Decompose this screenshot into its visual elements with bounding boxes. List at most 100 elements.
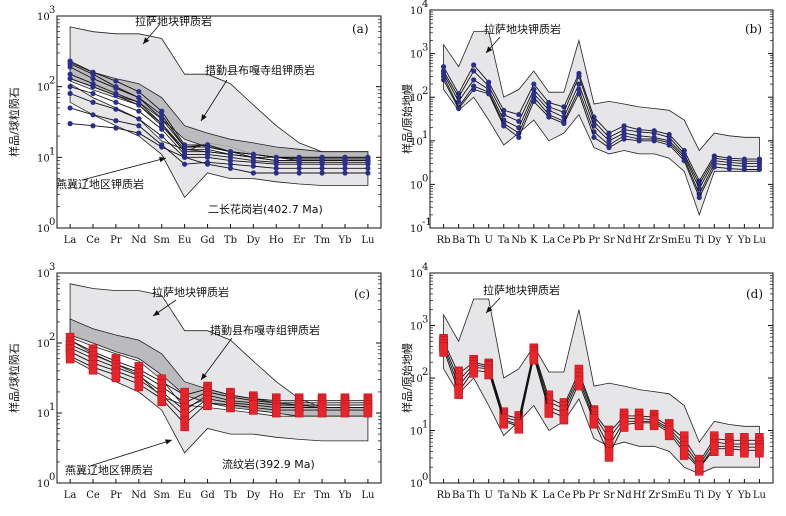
- x-tick-label: Nd: [131, 490, 147, 501]
- data-point: [136, 95, 142, 101]
- data-point: [272, 402, 281, 418]
- data-point: [342, 170, 348, 176]
- x-tick-label: Zr: [648, 490, 660, 501]
- data-point: [604, 447, 614, 462]
- data-point: [88, 360, 98, 375]
- data-point: [606, 144, 612, 151]
- data-point: [319, 165, 325, 171]
- data-point: [113, 85, 119, 91]
- x-tick-label: Pr: [110, 235, 122, 246]
- data-point: [546, 107, 552, 113]
- y-tick-exponent: 3: [422, 315, 428, 326]
- x-tick-label: K: [530, 490, 538, 501]
- data-point: [546, 100, 552, 106]
- data-point: [456, 98, 462, 105]
- data-point: [90, 76, 96, 82]
- x-tick-label: Eu: [677, 490, 691, 501]
- field-0: [443, 31, 760, 217]
- annotation-arrowhead: [165, 439, 172, 445]
- annotation-arrowhead: [153, 310, 160, 316]
- data-point: [651, 130, 657, 136]
- y-tick-label: 10: [37, 479, 50, 490]
- data-point: [90, 123, 96, 129]
- data-point: [226, 397, 235, 413]
- data-point: [501, 123, 507, 129]
- data-point: [576, 91, 582, 97]
- annotation-arrowhead: [159, 156, 166, 163]
- x-tick-label: Tb: [224, 490, 237, 501]
- sample-label: 流纹岩(392.9 Ma): [222, 457, 315, 471]
- data-point: [619, 417, 629, 432]
- data-point: [204, 161, 211, 167]
- data-point: [561, 120, 567, 127]
- data-point: [741, 166, 747, 173]
- data-point: [227, 161, 234, 167]
- y-tick-label: 10: [37, 12, 50, 23]
- x-tick-label: Ti: [694, 490, 704, 501]
- x-tick-label: Tm: [314, 235, 331, 246]
- data-point: [679, 445, 689, 460]
- data-point: [319, 161, 325, 167]
- data-point: [499, 414, 508, 429]
- y-tick-label: 10: [37, 83, 50, 94]
- data-point: [516, 118, 522, 124]
- data-point: [113, 92, 119, 99]
- data-point: [681, 158, 687, 164]
- data-point: [516, 134, 522, 140]
- annotation-arrow: [89, 439, 173, 467]
- data-point: [486, 91, 492, 97]
- y-tick-exponent: 0: [422, 472, 428, 483]
- data-point: [531, 94, 537, 100]
- y-tick-label: 10: [410, 180, 423, 191]
- data-point: [90, 112, 96, 118]
- data-point: [471, 68, 477, 74]
- x-tick-label: Eu: [178, 235, 192, 246]
- y-tick-label: 10: [410, 50, 423, 61]
- x-tick-label: Nd: [131, 235, 147, 246]
- y-tick-exponent: 2: [422, 86, 428, 97]
- data-point: [711, 164, 717, 170]
- data-point: [365, 165, 371, 171]
- data-point: [90, 99, 96, 105]
- data-point: [514, 419, 524, 434]
- data-point: [159, 126, 165, 132]
- y-tick-label: 10: [37, 339, 50, 350]
- y-tick-exponent: 2: [422, 367, 428, 378]
- data-point: [471, 77, 477, 83]
- x-tick-label: Y: [725, 490, 733, 501]
- y-tick-label: 10: [37, 224, 50, 235]
- y-tick-label: 10: [410, 6, 423, 17]
- data-point: [501, 111, 507, 118]
- data-point: [649, 415, 659, 431]
- data-point: [136, 108, 142, 114]
- annotation-label: 拉萨地块钾质岩: [484, 22, 561, 36]
- series-line: [443, 76, 760, 196]
- data-point: [440, 77, 447, 83]
- y-tick-exponent: 4: [422, 0, 428, 10]
- data-point: [591, 134, 597, 140]
- data-point: [180, 416, 189, 432]
- plot-frame: [429, 9, 774, 229]
- annotation-arrow: [200, 337, 233, 381]
- data-point: [136, 89, 142, 95]
- y-tick-label: 10: [410, 93, 423, 104]
- data-point: [726, 166, 732, 172]
- data-point: [294, 402, 304, 418]
- x-tick-label: Pr: [110, 490, 122, 501]
- x-tick-label: Ba: [452, 235, 465, 246]
- series-line: [69, 93, 368, 165]
- data-point: [589, 414, 599, 429]
- data-point: [756, 166, 763, 173]
- x-tick-label: Ce: [86, 235, 100, 246]
- series-line: [443, 343, 760, 466]
- data-point: [159, 108, 165, 114]
- series-line: [69, 107, 368, 169]
- annotation-label: 燕冀辽地区钾质岩: [65, 463, 153, 477]
- data-point: [182, 161, 188, 167]
- data-point: [454, 384, 463, 399]
- x-tick-label: Pr: [588, 490, 600, 501]
- annotation-arrowhead: [486, 46, 493, 53]
- x-tick-label: Dy: [247, 235, 261, 246]
- data-point: [342, 165, 348, 171]
